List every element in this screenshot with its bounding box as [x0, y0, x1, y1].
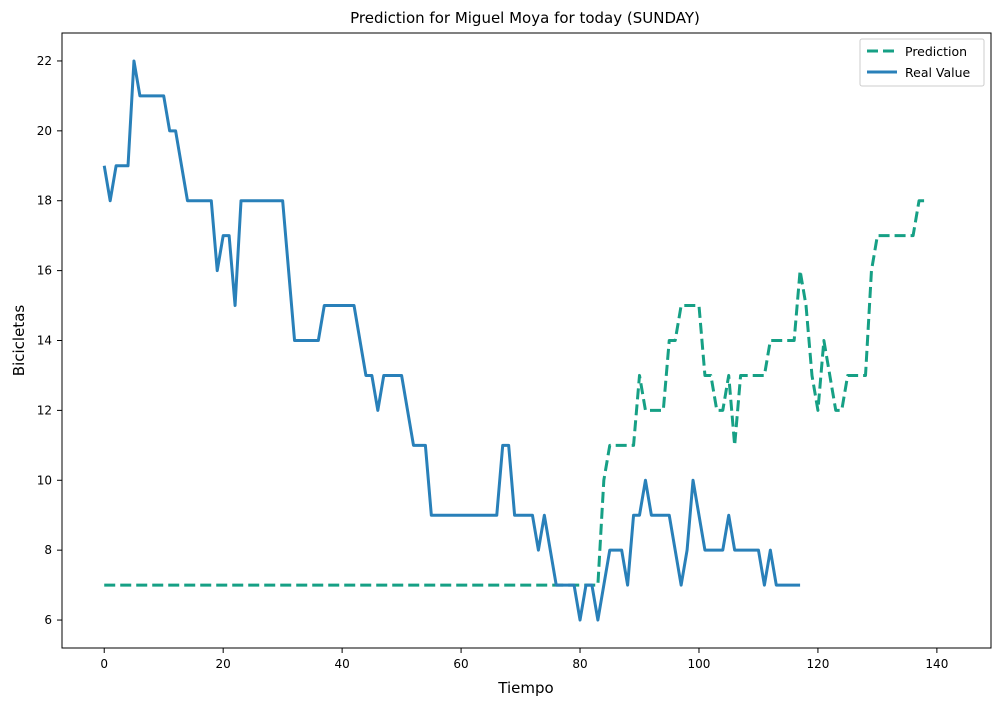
- x-tick-label: 60: [453, 657, 468, 671]
- series-line-real-value: [102, 59, 801, 622]
- x-tick-label: 80: [572, 657, 587, 671]
- y-axis-title: Bicicletas: [10, 305, 28, 377]
- chart-title: Prediction for Miguel Moya for today (SU…: [350, 9, 700, 27]
- y-tick-label: 20: [37, 124, 52, 138]
- y-tick-label: 18: [37, 194, 52, 208]
- x-tick-label: 20: [216, 657, 231, 671]
- y-tick-label: 16: [37, 264, 52, 278]
- x-tick-label: 140: [925, 657, 948, 671]
- x-tick-label: 120: [806, 657, 829, 671]
- plot-area: [102, 59, 925, 622]
- y-tick-label: 22: [37, 54, 52, 68]
- y-tick-label: 6: [44, 613, 52, 627]
- x-tick-label: 100: [688, 657, 711, 671]
- y-tick-label: 12: [37, 403, 52, 417]
- legend-label-prediction: Prediction: [905, 44, 967, 59]
- y-tick-label: 14: [37, 334, 52, 348]
- y-tick-label: 10: [37, 473, 52, 487]
- series-line-prediction: [104, 199, 925, 587]
- x-tick-label: 40: [334, 657, 349, 671]
- legend: Prediction Real Value: [859, 38, 985, 87]
- x-axis: 0 20 40 60 80 100 120 140: [100, 648, 948, 671]
- plot-frame: [61, 32, 992, 649]
- y-axis: 6 8 10 12 14 16 18 20 22: [37, 54, 62, 627]
- x-axis-title: Tiempo: [497, 679, 553, 697]
- x-tick-label: 0: [100, 657, 108, 671]
- legend-label-real-value: Real Value: [905, 65, 971, 80]
- y-tick-label: 8: [44, 543, 52, 557]
